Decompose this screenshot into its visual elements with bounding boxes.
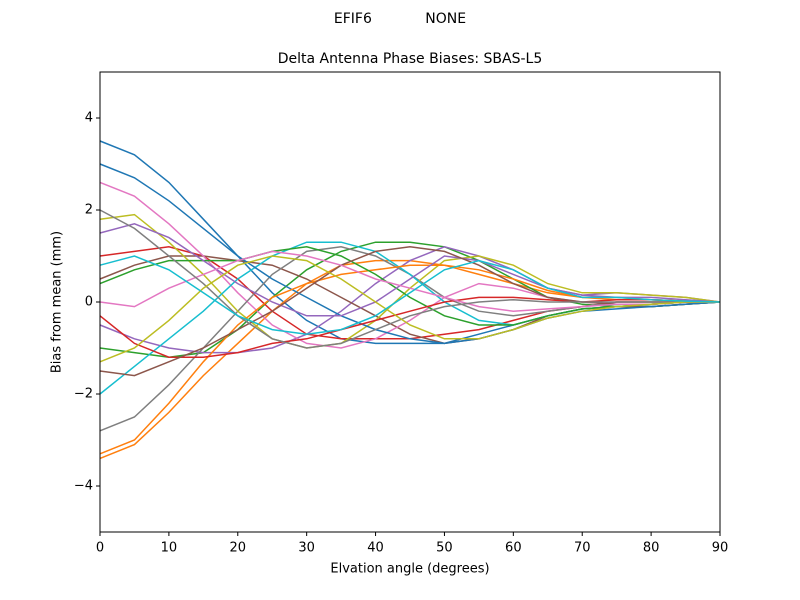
data-line <box>99 255 720 363</box>
data-line <box>99 163 721 345</box>
data-line <box>99 250 720 312</box>
x-tick-label: 80 <box>643 541 660 556</box>
x-tick-label: 10 <box>161 541 178 556</box>
y-axis-label: Bias from mean (mm) <box>50 231 65 373</box>
y-tick-label: −2 <box>74 387 93 402</box>
data-line <box>99 209 720 349</box>
x-tick-label: 70 <box>574 541 591 556</box>
y-tick-label: 4 <box>85 111 93 126</box>
x-tick-label: 90 <box>712 541 729 556</box>
suptitle: EFIF6 NONE <box>334 11 466 27</box>
x-tick-label: 60 <box>505 541 522 556</box>
x-tick-label: 50 <box>436 541 453 556</box>
y-tick-label: 2 <box>85 203 93 218</box>
data-line <box>99 255 721 335</box>
data-line <box>99 296 721 358</box>
x-axis-label: Elvation angle (degrees) <box>330 562 489 577</box>
x-tick-label: 20 <box>230 541 247 556</box>
x-tick-label: 40 <box>367 541 384 556</box>
data-line <box>99 213 721 349</box>
x-tick-label: 0 <box>96 541 104 556</box>
chart-title: Delta Antenna Phase Biases: SBAS-L5 <box>278 51 543 67</box>
plot-frame <box>99 71 721 533</box>
y-tick-label: 0 <box>85 295 93 310</box>
x-tick-label: 30 <box>298 541 315 556</box>
y-tick-label: −4 <box>74 479 93 494</box>
